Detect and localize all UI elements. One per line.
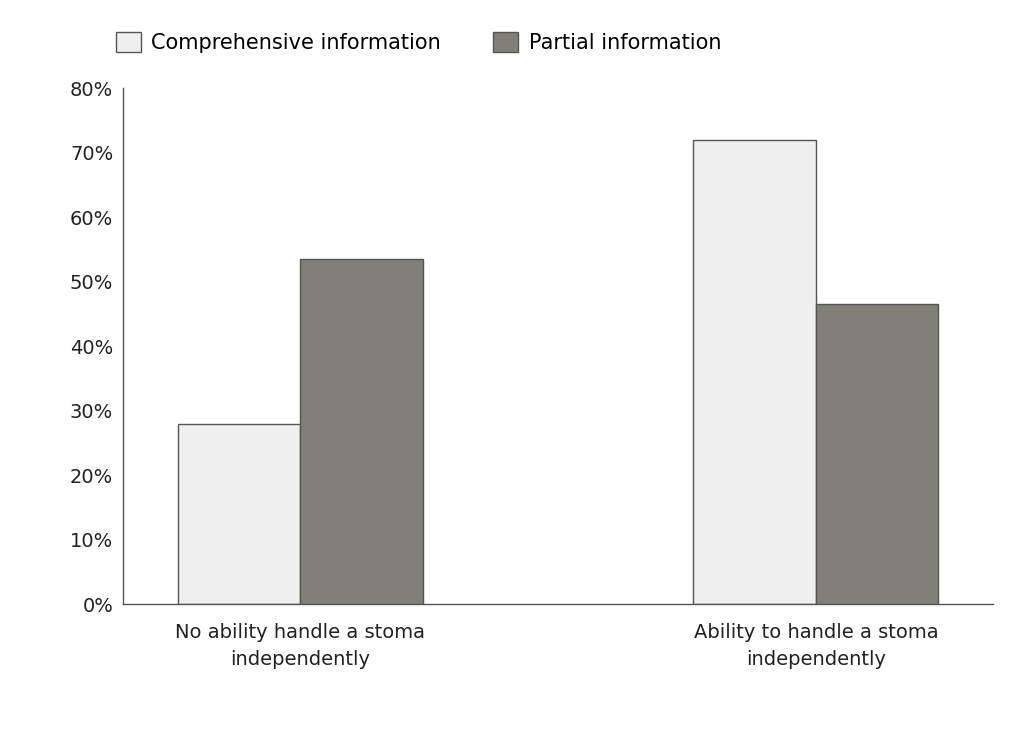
Legend: Comprehensive information, Partial information: Comprehensive information, Partial infor… [116, 32, 721, 53]
Bar [300, 259, 423, 604]
Bar [693, 140, 816, 604]
Bar [178, 424, 300, 604]
Bar [816, 304, 938, 604]
